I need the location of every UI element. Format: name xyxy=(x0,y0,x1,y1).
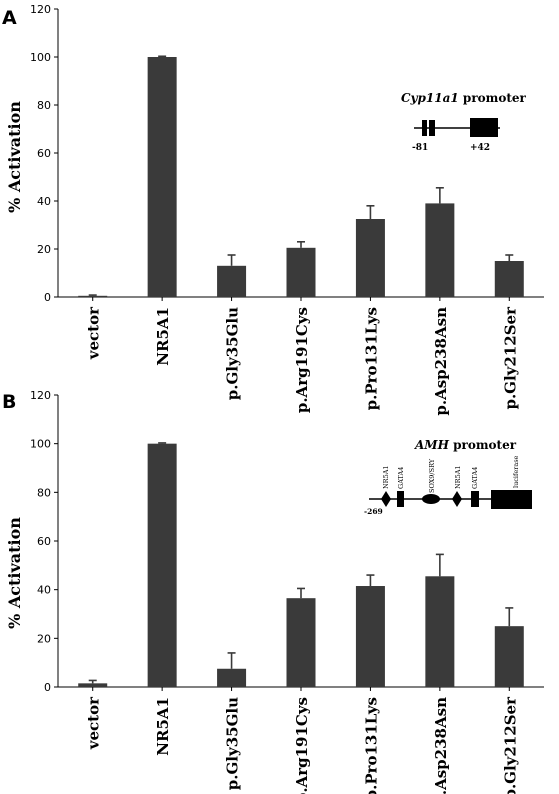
panel-a-x-tick-label: p.Pro131Lys xyxy=(362,307,380,410)
panel-a-bar-p.Gly35Glu xyxy=(217,265,247,297)
panel-b-inset-luciferase-box xyxy=(491,490,532,509)
panel-b-inset-label-gata4-2: GATA4 xyxy=(471,467,479,489)
panel-a-inset-element-2 xyxy=(429,120,435,136)
panel-a-inset-element-1 xyxy=(422,120,427,136)
panel-a-inset-luciferase-box xyxy=(470,118,498,137)
panel-b-bar-p.Pro131Lys xyxy=(355,586,385,687)
panel-a-y-tick-label: 100 xyxy=(30,51,51,64)
panel-b-y-tick-label: 20 xyxy=(37,632,51,645)
panel-b-plot: 0 20 40 60 80 100 120 vector NR5A1 p.Gly35Glu p.Ar… xyxy=(30,389,544,794)
panel-a-x-tick-label: p.Asp238Asn xyxy=(432,307,450,416)
panel-b-y-tick-label: 60 xyxy=(37,535,51,548)
panel-b-promoter-inset: AMH promoter NR5A1 GATA4 SOX9/SRY NR5A1 … xyxy=(364,438,532,516)
panel-b-bar-NR5A1 xyxy=(147,443,177,687)
panel-a-plot: 0 20 40 60 80 100 120 vector NR5A1 p.Gly35Glu p.Ar… xyxy=(30,3,544,416)
panel-a-x-tick-label: NR5A1 xyxy=(154,307,172,366)
panel-b-label: B xyxy=(2,391,16,413)
panel-a-bar-NR5A1 xyxy=(147,57,177,297)
panel-b-y-tick-label: 40 xyxy=(37,584,51,597)
panel-a-inset-start-label: -81 xyxy=(412,143,428,153)
panel-a-bar-p.Asp238Asn xyxy=(425,203,455,297)
panel-a-bar-p.Gly212Ser xyxy=(494,261,524,297)
panel-a-inset-end-label: +42 xyxy=(470,143,490,153)
panel-a-y-tick-label: 0 xyxy=(44,291,51,304)
panel-b-x-tick-label: NR5A1 xyxy=(154,697,172,756)
panel-a-x-tick-label: vector xyxy=(85,306,103,360)
panel-b: B % Activation 0 20 40 60 80 100 120 vector NR5A… xyxy=(2,389,544,794)
panel-a-label: A xyxy=(2,7,17,29)
panel-a-bar-p.Arg191Cys xyxy=(286,247,316,297)
panel-b-x-tick-label: p.Gly212Ser xyxy=(501,696,519,794)
panel-a-y-axis-label: % Activation xyxy=(5,101,24,213)
panel-a-y-tick-label: 80 xyxy=(37,99,51,112)
panel-b-x-tick-label: p.Asp238Asn xyxy=(432,697,450,794)
panel-b-inset-label-nr5a1-2: NR5A1 xyxy=(454,465,462,489)
panel-b-inset-gata4-site-1 xyxy=(397,491,404,507)
panel-b-inset-title-suffix: promoter xyxy=(449,438,517,452)
panel-b-inset-label-sox9-sry: SOX9/SRY xyxy=(428,458,436,493)
panel-b-inset-nr5a1-site-2 xyxy=(452,491,462,507)
panel-b-inset-label-nr5a1-1: NR5A1 xyxy=(382,465,390,489)
panel-b-inset-gene-name: AMH xyxy=(414,438,450,452)
panel-b-inset-label-luciferase: luciferase xyxy=(512,455,520,488)
panel-b-y-tick-label: 100 xyxy=(30,438,51,451)
panel-b-inset-nr5a1-site-1 xyxy=(381,491,391,507)
panel-b-inset-gata4-site-2 xyxy=(471,491,479,507)
panel-b-inset-title: AMH promoter xyxy=(414,438,517,452)
panel-a-bar-vector xyxy=(78,295,108,297)
panel-b-x-tick-label: p.Pro131Lys xyxy=(362,697,380,794)
panel-a-promoter-inset: Cyp11a1 promoter -81 +42 xyxy=(401,91,527,153)
panel-a-y-tick-label: 20 xyxy=(37,243,51,256)
panel-a-y-tick-label: 40 xyxy=(37,195,51,208)
panel-b-inset-label-gata4-1: GATA4 xyxy=(397,467,405,489)
panel-a: A % Activation 0 20 40 60 80 100 120 vector NR5A… xyxy=(2,3,544,416)
panel-a-y-tick-label: 120 xyxy=(30,3,51,16)
panel-a-y-tick-label: 60 xyxy=(37,147,51,160)
panel-a-inset-title: Cyp11a1 promoter xyxy=(401,91,527,105)
panel-a-inset-gene-name: Cyp11a1 xyxy=(401,91,459,105)
panel-b-y-tick-label: 80 xyxy=(37,486,51,499)
panel-b-x-tick-label: vector xyxy=(85,696,103,750)
panel-b-bar-p.Asp238Asn xyxy=(425,576,455,687)
panel-b-x-tick-label: p.Arg191Cys xyxy=(293,697,311,794)
panel-b-y-tick-label: 0 xyxy=(44,681,51,694)
panel-b-y-tick-label: 120 xyxy=(30,389,51,402)
panel-b-bar-vector xyxy=(78,683,108,687)
panel-b-x-tick-label: p.Gly35Glu xyxy=(224,697,242,790)
panel-a-x-tick-label: p.Arg191Cys xyxy=(293,307,311,413)
panel-a-bar-p.Pro131Lys xyxy=(355,219,385,297)
panel-b-y-axis-label: % Activation xyxy=(5,517,24,629)
panel-a-x-tick-label: p.Gly212Ser xyxy=(501,306,519,410)
panel-b-inset-start-label: -269 xyxy=(364,507,383,516)
panel-a-x-tick-label: p.Gly35Glu xyxy=(224,307,242,400)
panel-b-bar-p.Gly212Ser xyxy=(494,626,524,687)
panel-b-bar-p.Arg191Cys xyxy=(286,598,316,687)
panel-b-inset-sox9-sry-site xyxy=(422,494,440,504)
panel-b-bar-p.Gly35Glu xyxy=(217,668,247,687)
panel-a-inset-title-suffix: promoter xyxy=(459,91,527,105)
